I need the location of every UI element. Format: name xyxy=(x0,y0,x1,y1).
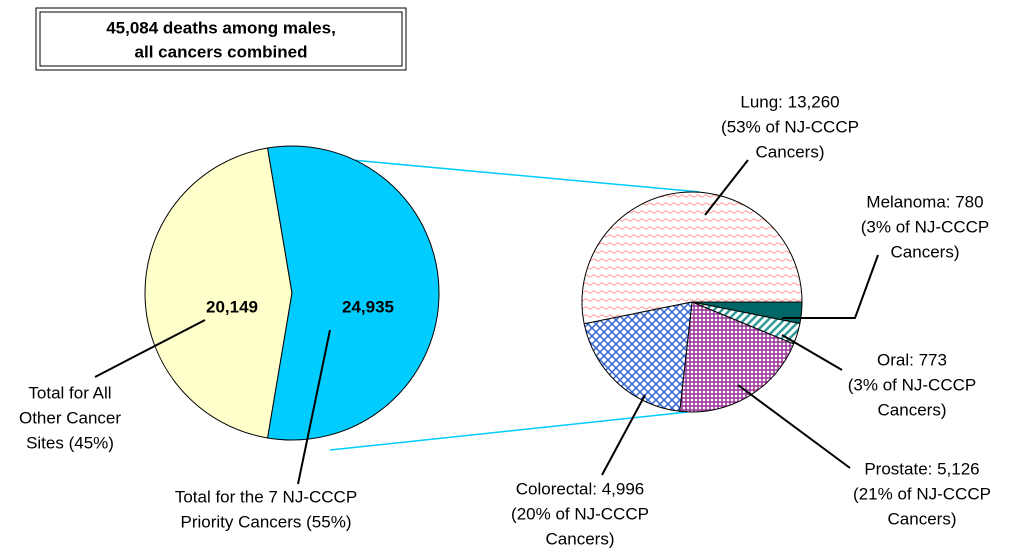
pie-slice xyxy=(267,145,440,441)
pie-slice xyxy=(583,301,693,412)
slice-label: Colorectal: 4,996 xyxy=(516,479,645,498)
leader-line xyxy=(297,329,331,485)
slice-label: (3% of NJ-CCCP xyxy=(848,375,976,394)
chart-title: all cancers combined xyxy=(135,42,308,61)
chart-title: 45,084 deaths among males, xyxy=(106,18,336,37)
slice-label: Cancers) xyxy=(888,509,957,528)
slice-label: (53% of NJ-CCCP xyxy=(721,117,859,136)
value-label: 24,935 xyxy=(342,297,394,316)
leader-line xyxy=(782,254,879,319)
title-box-inner xyxy=(39,11,403,67)
slice-label: Oral: 773 xyxy=(877,350,947,369)
connector-line xyxy=(329,157,701,193)
slice-label: Cancers) xyxy=(878,400,947,419)
pie-slice xyxy=(581,191,803,325)
slice-label: (21% of NJ-CCCP xyxy=(853,484,991,503)
slice-label: (20% of NJ-CCCP xyxy=(511,504,649,523)
slice-label: Other Cancer xyxy=(19,408,121,427)
slice-label: Priority Cancers (55%) xyxy=(181,512,352,531)
slice-label: Melanoma: 780 xyxy=(866,192,983,211)
leader-line xyxy=(737,384,851,469)
leader-line xyxy=(601,394,646,476)
title-box xyxy=(35,7,407,71)
slice-label: Cancers) xyxy=(546,529,615,548)
slice-label: Total for the 7 NJ-CCCP xyxy=(175,487,357,506)
pie-slice xyxy=(679,301,795,413)
connector-line xyxy=(329,411,689,451)
value-label: 20,149 xyxy=(206,297,258,316)
pie-slice xyxy=(144,147,293,439)
leader-line xyxy=(94,319,206,378)
slice-label: Lung: 13,260 xyxy=(740,92,839,111)
slice-label: Sites (45%) xyxy=(26,433,114,452)
slice-label: (3% of NJ-CCCP xyxy=(861,217,989,236)
slice-label: Prostate: 5,126 xyxy=(864,459,979,478)
leader-line xyxy=(704,159,749,216)
slice-label: Cancers) xyxy=(756,142,825,161)
slice-label: Cancers) xyxy=(891,242,960,261)
slice-label: Total for All xyxy=(28,383,111,402)
leader-line xyxy=(781,334,843,371)
